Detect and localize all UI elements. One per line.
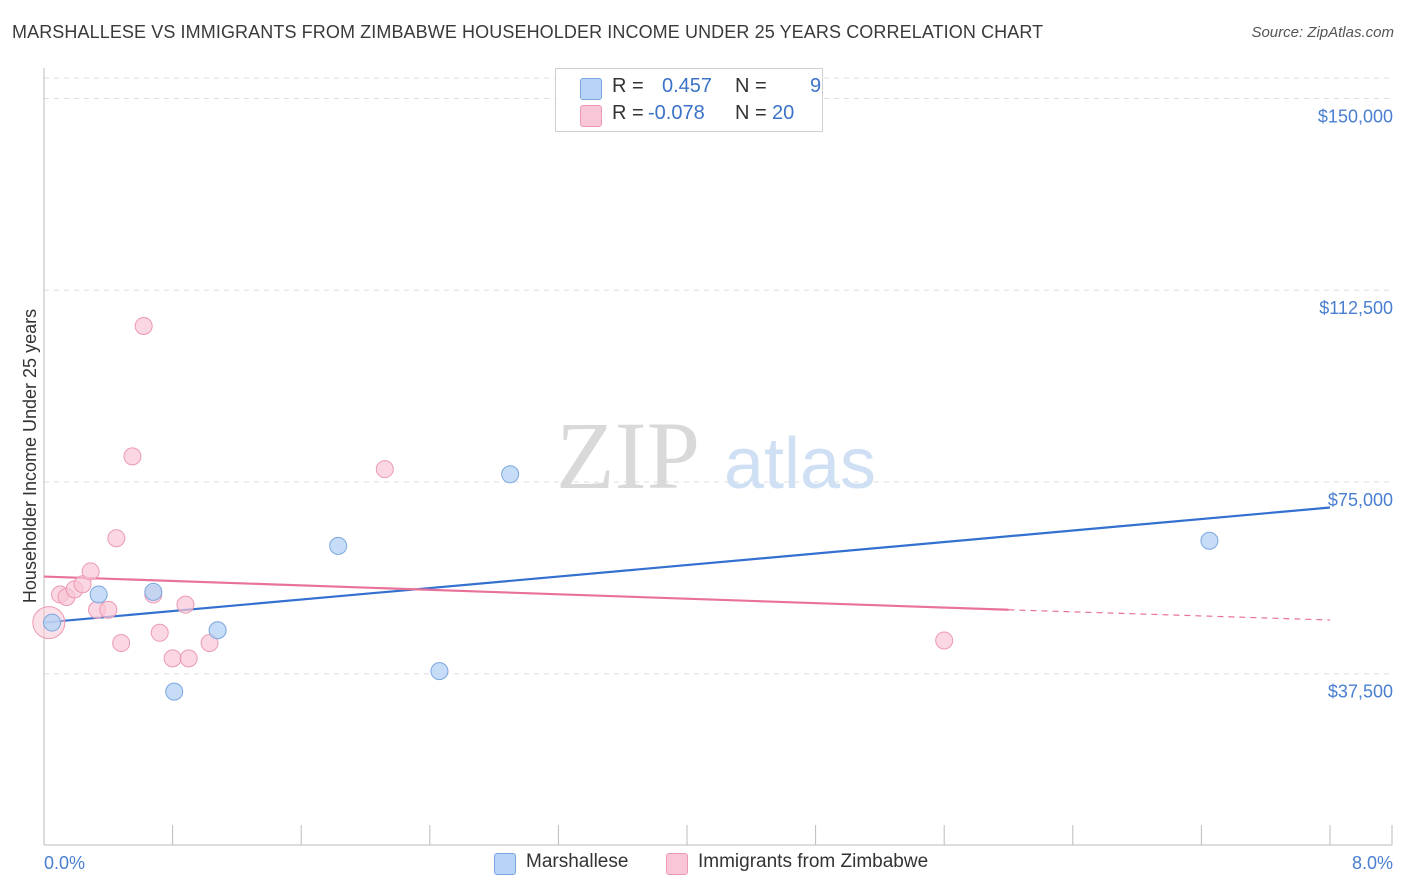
trend-line-zimbabwe	[43, 575, 1009, 611]
data-point-marshallese	[501, 465, 520, 484]
legend-swatch-pink	[580, 105, 602, 127]
data-point-marshallese	[43, 613, 62, 632]
data-point-zimbabwe	[176, 595, 195, 614]
watermark-atlas: atlas	[724, 424, 876, 504]
legend-label: Marshallese	[526, 851, 629, 872]
axis-labels: $37,500 $75,000 $112,500 $150,000 0.0% 8.0% Ho…	[20, 106, 1393, 873]
chart-title: MARSHALLESE VS IMMIGRANTS FROM ZIMBABWE …	[12, 22, 1044, 42]
legend-n-value: 9	[810, 75, 822, 97]
data-point-zimbabwe	[81, 562, 100, 581]
x-tick-label-max: 8.0%	[1352, 853, 1393, 873]
trend-line-marshallese	[43, 506, 1331, 624]
trend-lines	[43, 506, 1331, 624]
trend-line-zimbabwe-extension	[1008, 609, 1331, 621]
y-tick-label: $37,500	[1328, 682, 1393, 702]
data-point-zimbabwe	[163, 649, 182, 668]
watermark-zip: ZIP	[556, 402, 700, 509]
y-axis-title: Householder Income Under 25 years	[20, 309, 40, 603]
data-point-zimbabwe	[107, 529, 126, 548]
data-point-zimbabwe	[112, 634, 131, 653]
legend-label: Immigrants from Zimbabwe	[698, 851, 929, 872]
legend-r-value: 0.457	[662, 75, 713, 97]
source-label: Source: ZipAtlas.com	[1251, 24, 1394, 41]
y-tick-label: $150,000	[1318, 106, 1393, 126]
y-tick-label: $75,000	[1328, 490, 1393, 510]
legend-n-value: 20	[772, 102, 795, 124]
x-tick-label-min: 0.0%	[44, 853, 85, 873]
data-point-marshallese	[329, 536, 348, 555]
data-points	[32, 316, 1219, 701]
legend-n-label: N =	[735, 75, 767, 97]
data-point-zimbabwe	[150, 623, 169, 642]
data-point-marshallese	[165, 682, 184, 701]
data-point-zimbabwe	[73, 575, 92, 594]
legend-n-label: N =	[735, 102, 767, 124]
legend-swatch-blue	[494, 853, 516, 875]
legend-r-label: R =	[612, 75, 644, 97]
data-point-zimbabwe	[123, 447, 142, 466]
data-point-zimbabwe	[179, 649, 198, 668]
legend-r-value: -0.078	[648, 102, 705, 124]
correlation-legend: R = 0.457 N = 9 R = -0.078 N = 20	[555, 68, 823, 132]
legend-swatch-blue	[580, 78, 602, 100]
y-tick-label: $112,500	[1319, 298, 1393, 318]
data-point-zimbabwe	[935, 631, 954, 650]
data-point-marshallese	[144, 582, 163, 601]
data-point-zimbabwe	[134, 316, 153, 335]
legend-r-label: R =	[612, 102, 644, 124]
data-point-marshallese	[1200, 531, 1219, 550]
data-point-zimbabwe	[375, 460, 394, 479]
legend-swatch-pink	[666, 853, 688, 875]
data-point-marshallese	[430, 662, 449, 681]
data-point-marshallese	[89, 585, 108, 604]
data-point-zimbabwe	[99, 600, 118, 619]
data-point-marshallese	[208, 621, 227, 640]
data-point-zimbabwe	[200, 634, 219, 653]
axes	[43, 68, 1393, 846]
